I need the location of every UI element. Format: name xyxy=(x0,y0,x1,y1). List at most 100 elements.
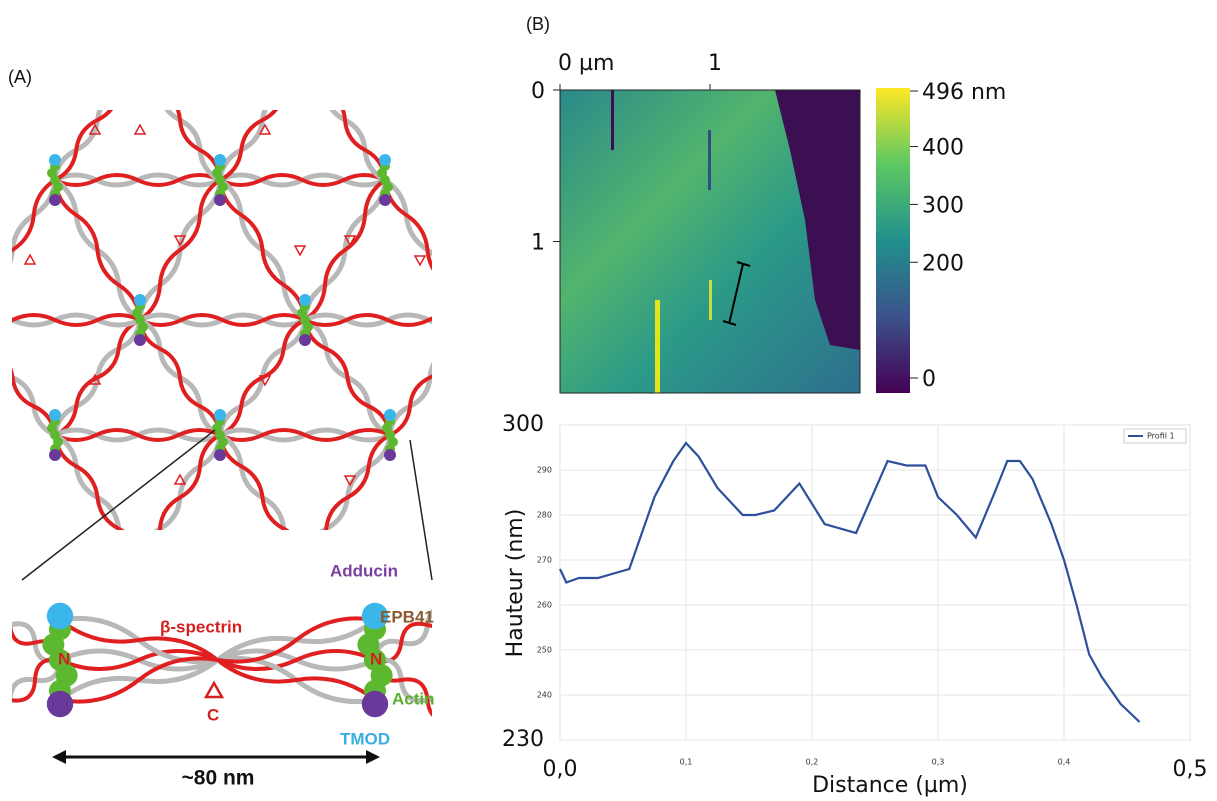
afm-streak xyxy=(655,300,660,393)
afm-background xyxy=(775,90,860,350)
spectrin-strand xyxy=(12,313,141,327)
label: Actin xyxy=(392,689,435,708)
x-tick-label: 0,0 xyxy=(543,757,578,782)
inset-diagram xyxy=(12,602,432,718)
y-axis-title: Hauteur (nm) xyxy=(503,509,528,658)
label: C xyxy=(207,705,219,724)
spectrin-strand xyxy=(175,110,222,181)
spectrin-strand xyxy=(12,621,61,664)
colorbar-label: 300 xyxy=(922,193,964,218)
spectrin-strand xyxy=(340,110,387,181)
spectrin-strand xyxy=(389,374,432,437)
y-tick-label: 230 xyxy=(502,727,544,752)
actin xyxy=(297,48,307,58)
spectrin-strand xyxy=(54,318,141,437)
spectrin-strand xyxy=(59,616,376,704)
actin xyxy=(300,69,310,79)
spectrin-lattice xyxy=(12,41,478,586)
spectrin-end xyxy=(343,475,357,487)
tmod xyxy=(384,409,396,421)
tmod xyxy=(299,294,311,306)
x-tick-label: 0,5 xyxy=(1173,757,1208,782)
spectrin-end xyxy=(88,373,102,385)
label: N xyxy=(370,649,382,668)
spectrin-strand xyxy=(219,110,279,182)
spectrin-strand xyxy=(140,55,305,65)
adducin xyxy=(134,574,146,586)
y-tick-label: 250 xyxy=(537,646,552,655)
afm-streak xyxy=(708,130,711,190)
spectrin-strand xyxy=(219,428,391,442)
spectrin-strand xyxy=(12,657,61,703)
spectrin-strand xyxy=(138,319,222,436)
actin xyxy=(297,548,307,558)
spectrin-strand xyxy=(12,179,58,264)
y-tick-label: 1 xyxy=(531,231,545,256)
spectrin-strand xyxy=(12,659,63,705)
adducin xyxy=(384,449,396,461)
spectrin-strand xyxy=(138,178,222,322)
spectrin-end xyxy=(413,255,427,267)
y-tick-label: 300 xyxy=(502,412,544,437)
spectrin-strand xyxy=(54,110,114,182)
tmod xyxy=(214,409,226,421)
tmod xyxy=(361,602,389,630)
spectrin-end xyxy=(23,253,37,265)
y-tick-label: 0 xyxy=(531,79,545,104)
y-tick-label: 240 xyxy=(537,691,552,700)
actin xyxy=(465,329,475,339)
spectrin-strand xyxy=(54,173,221,187)
spectrin-strand xyxy=(324,433,391,530)
colorbar-label: 400 xyxy=(922,136,964,161)
actin xyxy=(135,55,145,65)
plot-frame xyxy=(559,424,1191,741)
actin xyxy=(300,41,310,51)
spectrin-end xyxy=(133,123,147,135)
profile-line xyxy=(722,261,751,326)
panel-label: (A) xyxy=(8,67,32,87)
actin xyxy=(468,322,478,332)
actin xyxy=(132,548,142,558)
tmod xyxy=(46,602,74,630)
colorbar-label: 496 nm xyxy=(922,80,1006,105)
colorbar-label: 200 xyxy=(922,251,964,276)
actin xyxy=(465,315,475,325)
spectrin-strand xyxy=(139,313,306,327)
colorbar-label: 0 xyxy=(922,367,936,392)
actin xyxy=(135,541,145,551)
spectrin-strand xyxy=(157,433,222,530)
x-tick-label: 0,1 xyxy=(680,758,693,767)
adducin xyxy=(214,449,226,461)
adducin xyxy=(46,690,74,718)
label: EPB41 xyxy=(380,607,434,626)
label: N xyxy=(58,649,70,668)
y-tick-label: 290 xyxy=(537,466,552,475)
actin xyxy=(138,562,148,572)
tmod xyxy=(464,294,476,306)
actin xyxy=(138,62,148,72)
spectrin-end xyxy=(88,123,102,135)
spectrin-end xyxy=(258,375,272,387)
spectrin-strand xyxy=(219,173,386,187)
spectrin-strand xyxy=(303,319,392,436)
label: TMOD xyxy=(340,729,390,748)
tmod xyxy=(299,534,311,546)
y-tick-label: 280 xyxy=(537,511,552,520)
adducin xyxy=(299,334,311,346)
actin xyxy=(300,569,310,579)
zoom-line xyxy=(21,429,216,581)
actin xyxy=(465,301,475,311)
afm-streak xyxy=(709,280,712,320)
actin xyxy=(303,562,313,572)
tmod xyxy=(214,154,226,166)
label: Adducin xyxy=(330,561,398,580)
spectrin-strand xyxy=(53,434,125,530)
spectrin-strand xyxy=(53,179,142,321)
spectrin-strand xyxy=(304,313,432,327)
tmod xyxy=(134,294,146,306)
adducin xyxy=(379,194,391,206)
actin xyxy=(300,541,310,551)
actin xyxy=(300,555,310,565)
adducin xyxy=(134,74,146,86)
zoom-line xyxy=(409,439,433,581)
